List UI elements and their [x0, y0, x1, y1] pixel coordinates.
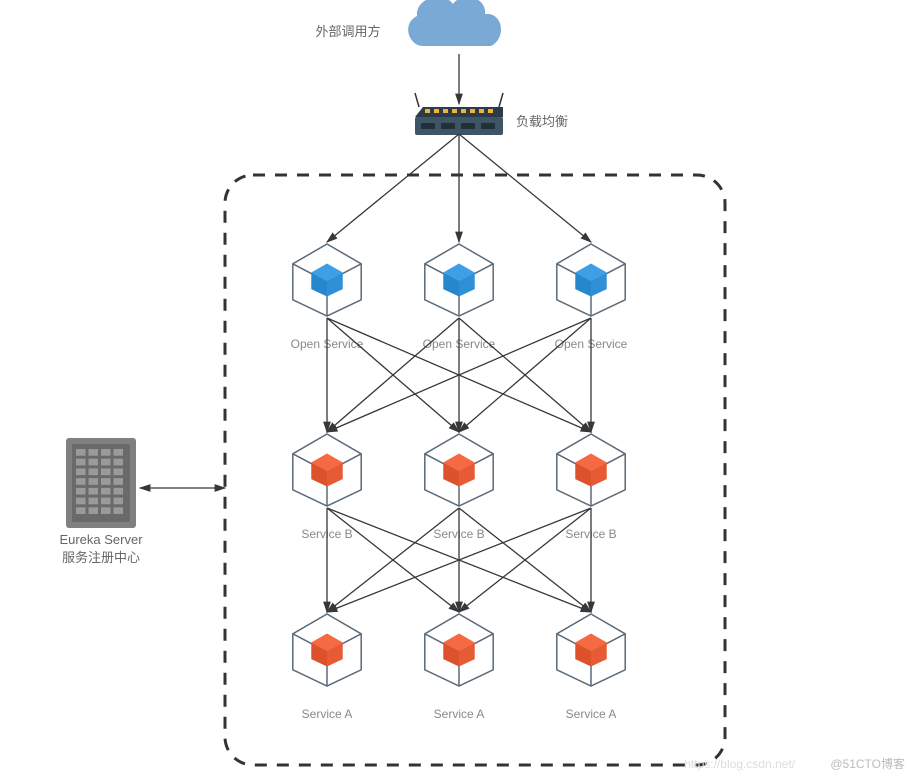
cube-sa2-label: Service A: [434, 707, 485, 721]
eureka-server-icon: Eureka Server 服务注册中心: [59, 438, 143, 565]
cloud-label: 外部调用方: [315, 24, 380, 39]
cube-sa1-label: Service A: [302, 707, 353, 721]
cube-sa3-label: Service A: [566, 707, 617, 721]
eureka-label-2: 服务注册中心: [62, 550, 140, 565]
eureka-label-1: Eureka Server: [59, 532, 143, 547]
load-balancer-label: 负载均衡: [516, 114, 568, 129]
watermark-1: https://blog.csdn.net/: [684, 757, 795, 771]
watermark-2: @51CTO博客: [830, 756, 905, 771]
